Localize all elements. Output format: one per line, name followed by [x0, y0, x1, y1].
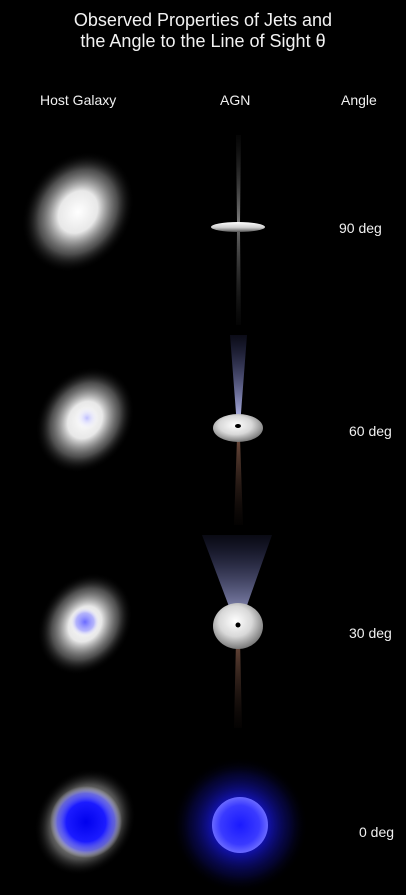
row-30-agn	[202, 535, 272, 728]
diagram-title: Observed Properties of Jets and the Angl…	[0, 10, 406, 52]
row-90-host-galaxy	[21, 151, 135, 273]
angle-label-60: 60 deg	[349, 423, 392, 439]
header-host-galaxy: Host Galaxy	[40, 92, 117, 108]
angle-label-90: 90 deg	[339, 220, 382, 236]
header-angle: Angle	[341, 92, 377, 108]
title-line-2: the Angle to the Line of Sight θ	[80, 31, 326, 51]
row-90-agn	[211, 135, 265, 325]
row-60-agn	[213, 335, 263, 525]
row-0-agn	[172, 757, 308, 893]
header-agn: AGN	[220, 92, 251, 108]
row-0-host-galaxy	[34, 768, 136, 876]
title-line-1: Observed Properties of Jets and	[73, 10, 333, 30]
angle-label-0: 0 deg	[359, 824, 395, 840]
row-60-host-galaxy	[35, 367, 135, 473]
angle-label-30: 30 deg	[349, 625, 392, 641]
row-30-host-galaxy	[37, 573, 133, 675]
